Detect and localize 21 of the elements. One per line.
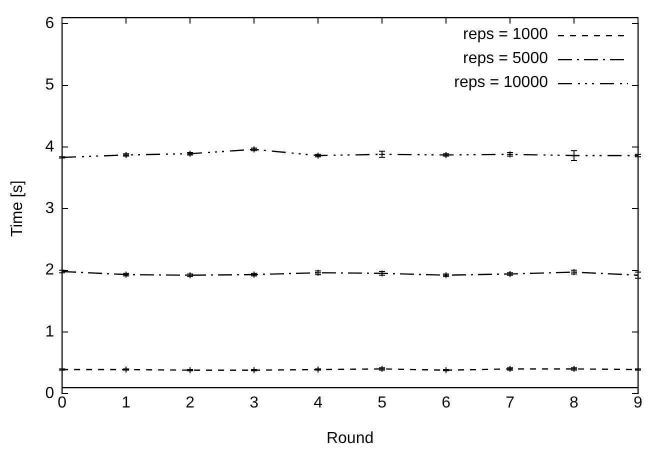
y-tick-label: 2	[45, 262, 54, 279]
x-tick-label: 8	[570, 394, 579, 412]
x-tick-label: 5	[378, 394, 387, 412]
x-tick-label: 2	[186, 394, 195, 412]
y-tick-label: 5	[45, 76, 54, 94]
legend-label: reps = 5000	[463, 50, 548, 68]
x-tick-label: 3	[250, 394, 259, 412]
x-tick-label: 1	[122, 394, 131, 412]
x-tick-label: 7	[506, 394, 515, 412]
x-tick-label: 9	[634, 394, 643, 412]
x-tick-label: 4	[314, 394, 323, 412]
y-axis-title: Time [s]	[9, 180, 26, 237]
y-tick-label: 6	[45, 15, 54, 32]
y-tick-label: 1	[45, 323, 54, 340]
y-tick-label: 4	[45, 138, 54, 156]
x-tick-label: 0	[58, 394, 67, 412]
y-tick-label: 3	[45, 200, 54, 218]
legend-label: reps = 1000	[463, 26, 548, 44]
x-tick-label: 6	[442, 394, 451, 412]
legend-label: reps = 10000	[454, 74, 548, 92]
x-axis-title: Round	[326, 430, 374, 447]
